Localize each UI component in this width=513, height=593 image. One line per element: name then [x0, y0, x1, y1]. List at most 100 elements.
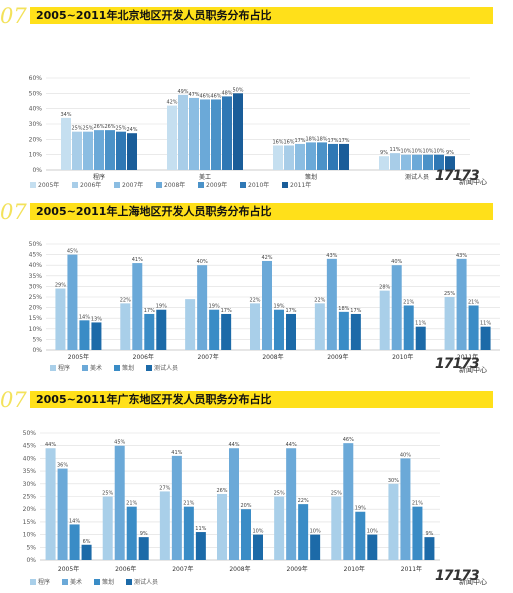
data-label: 44% [228, 442, 239, 448]
chart-title: 2005~2011年广东地区开发人员职务分布占比 [36, 393, 272, 406]
bar [274, 496, 285, 560]
data-label: 25% [444, 291, 455, 297]
data-label: 28% [379, 285, 390, 291]
data-label: 18% [338, 306, 349, 312]
data-label: 10% [310, 529, 321, 535]
y-tick-label: 20% [29, 305, 43, 312]
data-label: 19% [209, 304, 220, 310]
bar [306, 142, 316, 170]
legend-swatch [126, 579, 132, 585]
y-tick-label: 35% [29, 273, 43, 280]
data-label: 10% [367, 529, 378, 535]
data-label: 16% [283, 139, 294, 145]
bar [412, 506, 423, 560]
bar [250, 303, 260, 350]
logo-subtext: 新闻中心 [459, 578, 487, 586]
bar [480, 326, 491, 350]
x-tick-label: 2010年 [344, 565, 365, 573]
bar [83, 131, 93, 170]
data-label: 9% [446, 150, 454, 156]
bar [367, 534, 378, 560]
chart-title: 2005~2011年上海地区开发人员职务分布占比 [36, 205, 272, 218]
bar [197, 265, 208, 350]
bar [295, 143, 305, 170]
data-label: 40% [197, 259, 208, 265]
site-logo: 17173 新闻中心 [435, 168, 493, 190]
data-label: 17% [350, 308, 361, 314]
data-label: 46% [210, 93, 221, 99]
y-tick-label: 45% [29, 252, 43, 259]
bar [388, 483, 399, 560]
legend-swatch [62, 579, 68, 585]
legend-swatch [114, 182, 120, 188]
x-tick-label: 2006年 [133, 353, 154, 361]
data-label: 22% [249, 297, 260, 303]
data-label: 21% [126, 501, 137, 507]
data-label: 46% [199, 93, 210, 99]
legend-swatch [146, 365, 152, 371]
bar [69, 524, 80, 560]
banner-bar: 2005~2011年北京地区开发人员职务分布占比 [30, 7, 493, 24]
bar [200, 99, 210, 170]
x-tick-label: 2007年 [172, 565, 193, 573]
y-tick-label: 40% [29, 262, 43, 269]
bar [326, 258, 337, 350]
banner-number: 07 [0, 4, 27, 28]
bar [424, 537, 435, 560]
bar [167, 105, 177, 170]
data-label: 45% [114, 440, 125, 446]
data-label: 21% [412, 501, 423, 507]
y-tick-label: 0% [32, 347, 42, 354]
x-tick-label: 2006年 [115, 565, 136, 573]
data-label: 11% [415, 321, 426, 327]
data-label: 25% [82, 126, 93, 132]
x-tick-label: 2007年 [198, 353, 219, 361]
banner-bar: 2005~2011年广东地区开发人员职务分布占比 [30, 391, 493, 408]
bar [379, 156, 389, 170]
x-tick-label: 美工 [199, 173, 211, 181]
bar [379, 290, 390, 350]
bar [221, 313, 232, 350]
bar [178, 94, 188, 170]
data-label: 10% [433, 149, 444, 155]
y-tick-label: 45% [23, 443, 37, 450]
y-tick-label: 10% [29, 326, 43, 333]
x-tick-label: 2011年 [457, 353, 478, 361]
data-label: 41% [132, 257, 143, 263]
bar [67, 254, 78, 350]
guangdong-chart-panel: 07 2005~2011年广东地区开发人员职务分布占比 0% 5% 10% 15% 20… [0, 388, 513, 593]
bar [126, 506, 137, 560]
data-label: 18% [316, 136, 327, 142]
data-label: 21% [468, 299, 479, 305]
legend-label: 策划 [122, 364, 134, 372]
legend-label: 2006年 [80, 181, 101, 189]
bar [445, 156, 455, 170]
data-label: 18% [305, 136, 316, 142]
y-tick-label: 40% [23, 455, 37, 462]
bar [284, 145, 294, 170]
data-label: 30% [388, 478, 399, 484]
bar [412, 154, 422, 170]
banner-bar: 2005~2011年上海地区开发人员职务分布占比 [30, 203, 493, 220]
bar [391, 265, 402, 350]
legend-label: 2005年 [38, 181, 59, 189]
bar [298, 504, 309, 560]
legend-swatch [30, 182, 36, 188]
bar [171, 455, 182, 560]
beijing-chart-panel: 07 2005~2011年北京地区开发人员职务分布占比 0% 10% 20% 30% 4… [0, 4, 513, 194]
x-tick-label: 2010年 [392, 353, 413, 361]
data-label: 44% [286, 442, 297, 448]
bar [185, 299, 196, 350]
y-tick-label: 5% [32, 336, 42, 343]
legend-swatch [72, 182, 78, 188]
legend-swatch [82, 365, 88, 371]
bar [253, 534, 263, 560]
bar [423, 154, 433, 170]
legend-label: 2010年 [248, 181, 269, 189]
y-tick-label: 15% [29, 315, 43, 322]
bar [116, 131, 126, 170]
logo-subtext: 新闻中心 [459, 366, 487, 374]
data-label: 43% [326, 253, 337, 259]
legend-swatch [156, 182, 162, 188]
bar [94, 130, 104, 170]
